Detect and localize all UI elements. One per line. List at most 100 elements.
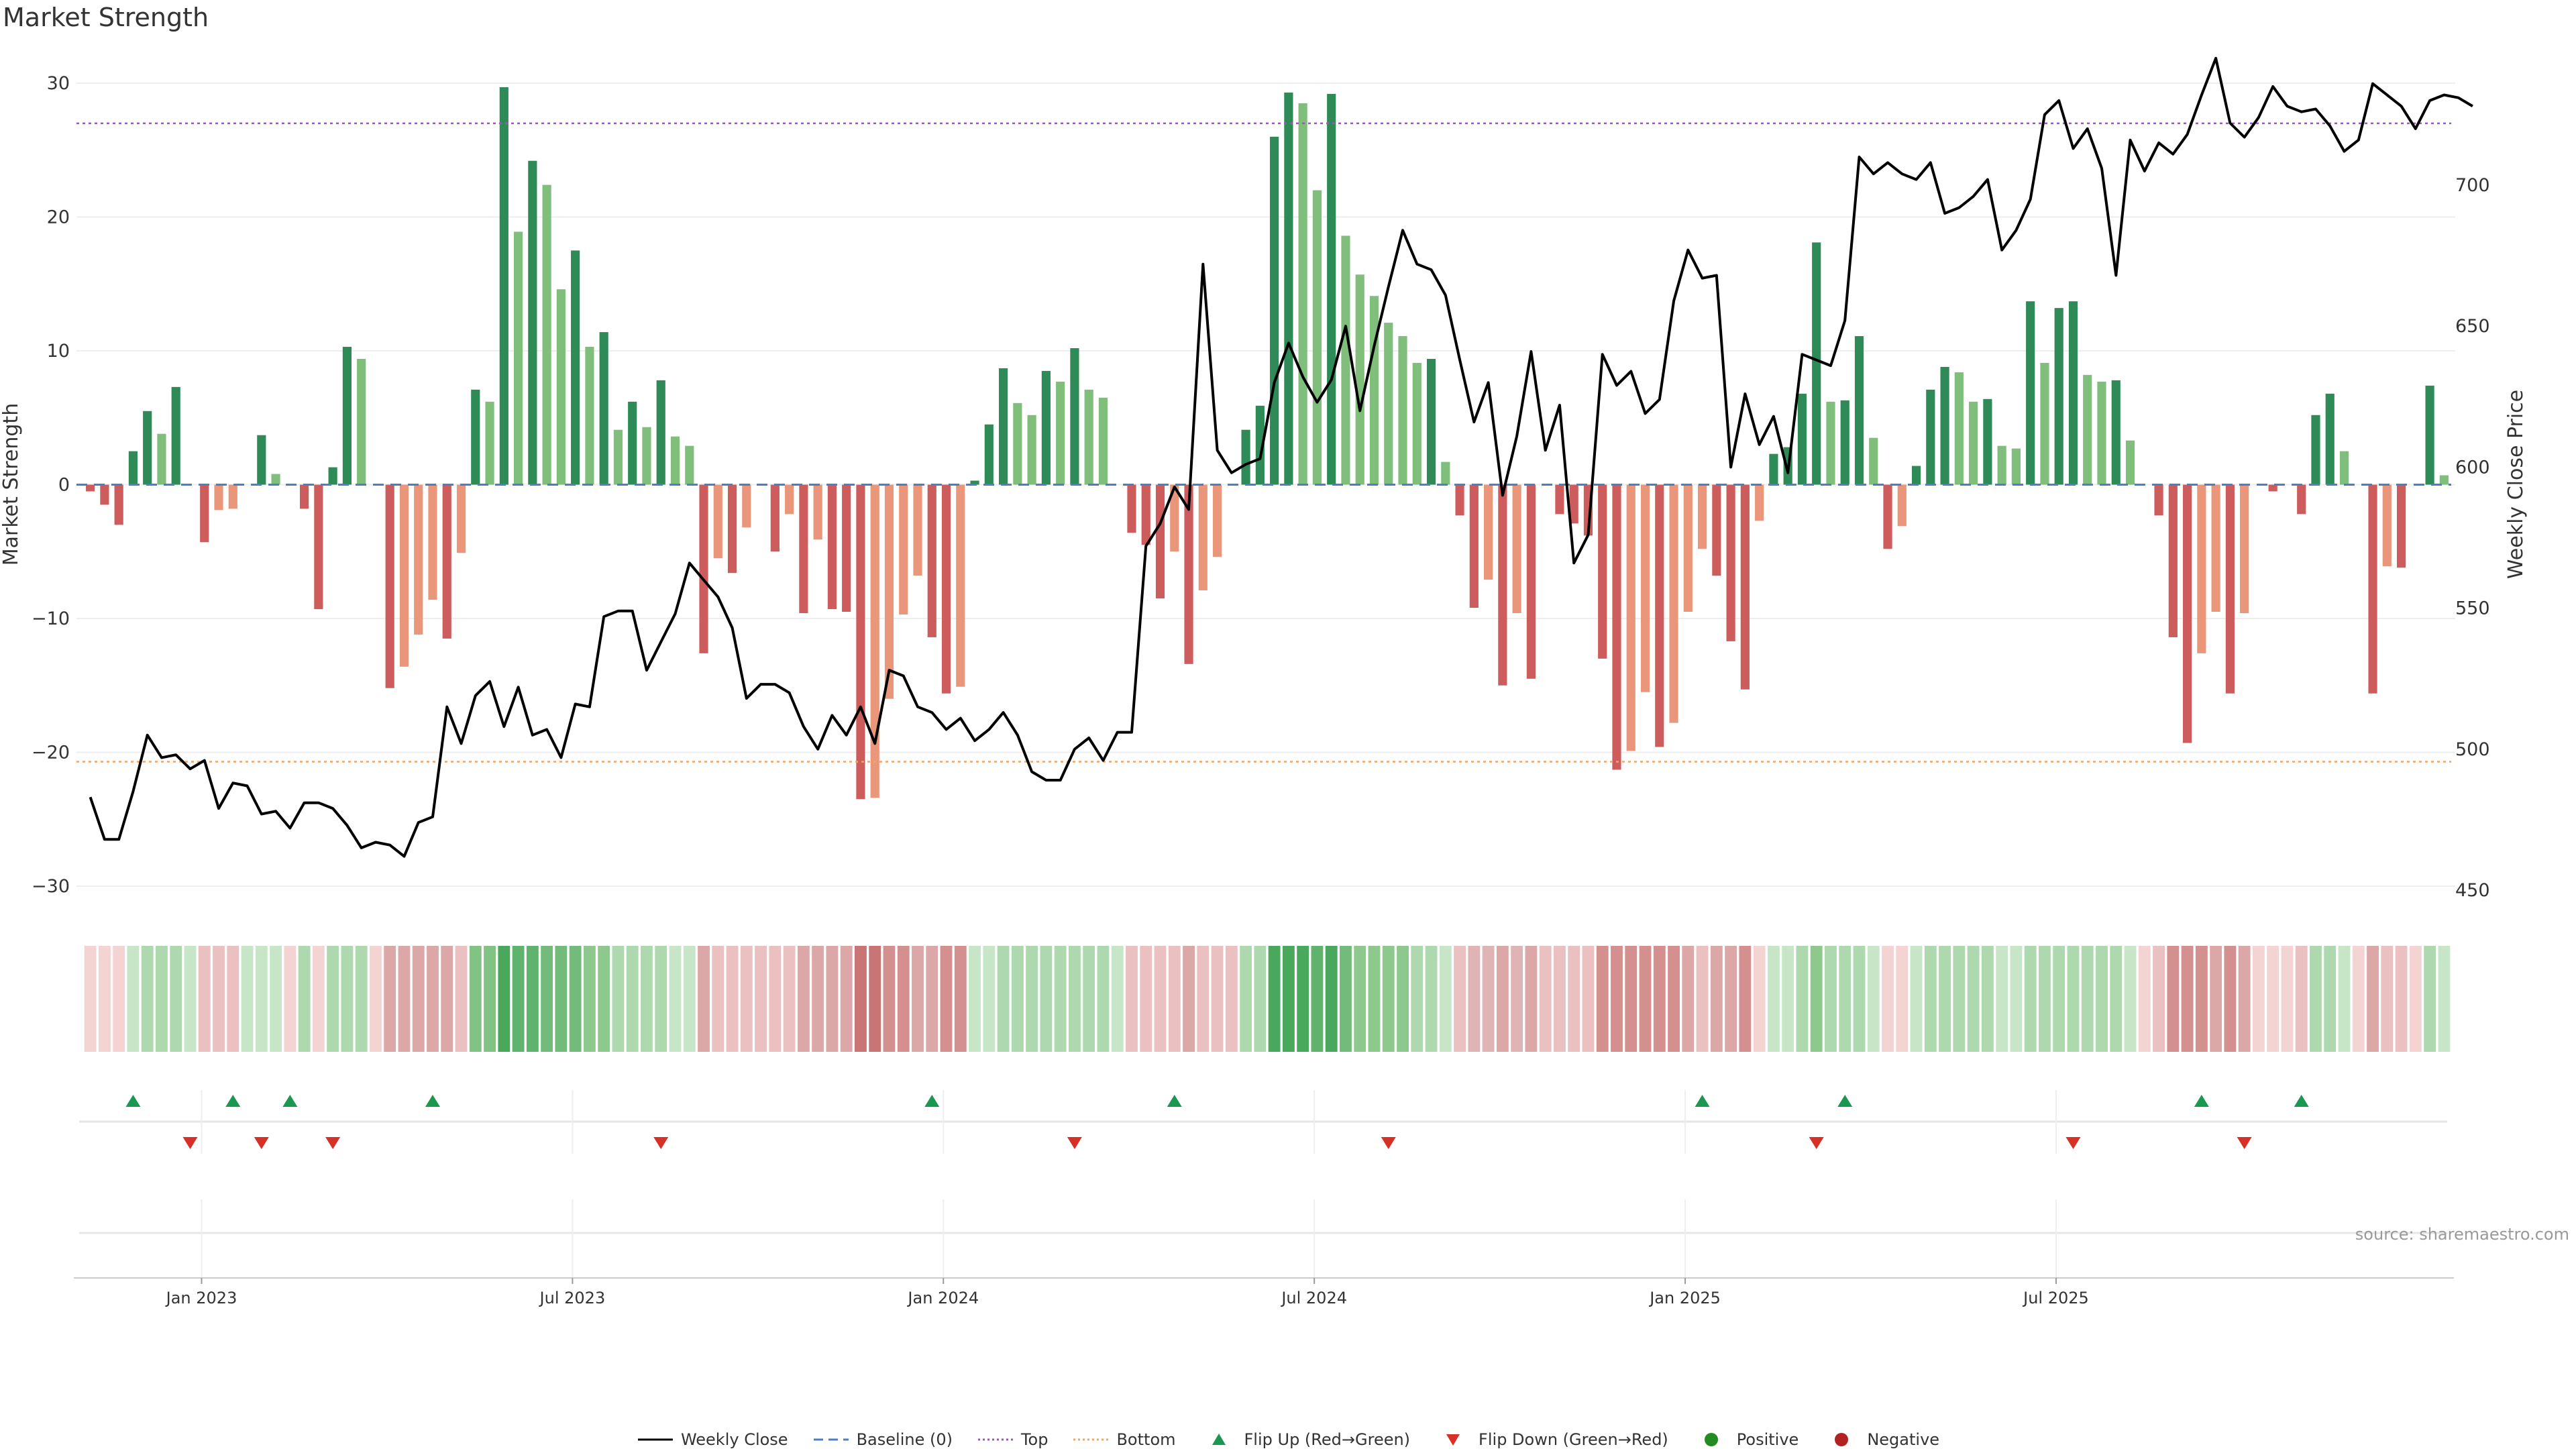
heat-cell [1325, 946, 1338, 1052]
strength-bar [1127, 484, 1136, 533]
strength-bar [827, 484, 837, 610]
legend-item-flip-up: Flip Up (Red→Green) [1200, 1430, 1410, 1449]
strength-bar [2382, 484, 2392, 567]
heat-cell [1953, 946, 1966, 1052]
strength-bar [2240, 484, 2249, 614]
strength-bar [1056, 381, 1065, 485]
legend-item-negative: Negative [1823, 1430, 1939, 1449]
heat-cell [127, 946, 140, 1052]
y2-axis-title: Weekly Close Price [2504, 390, 2528, 579]
heat-cell [1682, 946, 1695, 1052]
heat-cell [1468, 946, 1481, 1052]
heat-cell [327, 946, 339, 1052]
strength-bar [1740, 484, 1750, 690]
x-tick-label: Jul 2025 [2022, 1289, 2089, 1307]
heat-cell [1782, 946, 1794, 1052]
flip-markers [79, 1090, 2447, 1278]
circle-icon [1704, 1433, 1718, 1446]
y2-tick-label: 450 [2455, 880, 2490, 901]
heat-cell [2295, 946, 2308, 1052]
flip-down-marker [325, 1137, 341, 1149]
y2-tick-label: 500 [2455, 739, 2490, 760]
strength-bar [1626, 484, 1635, 751]
strength-bar [927, 484, 936, 637]
heat-cell [1040, 946, 1053, 1052]
heat-cell [1725, 946, 1737, 1052]
heat-cell [98, 946, 111, 1052]
strength-bar [1041, 370, 1051, 485]
triangle-up-icon [1212, 1434, 1226, 1445]
heat-cell [1710, 946, 1723, 1052]
heat-cell [484, 946, 496, 1052]
heat-cell [2195, 946, 2208, 1052]
heat-cell [1810, 946, 1823, 1052]
heat-cell [583, 946, 596, 1052]
heat-cell [726, 946, 739, 1052]
heat-cell [469, 946, 482, 1052]
heat-cell [954, 946, 967, 1052]
strength-bar [1241, 429, 1250, 485]
price-line-group [89, 56, 2473, 858]
strength-bar [642, 427, 651, 485]
legend: Weekly Close Baseline (0) Top Bottom Flip Up… [0, 1426, 2576, 1453]
y-axis-title: Market Strength [0, 403, 23, 566]
heat-cell [1254, 946, 1267, 1052]
heat-cell [740, 946, 753, 1052]
strength-bar [956, 484, 965, 687]
strength-bar [799, 484, 808, 614]
strength-bar [970, 480, 979, 485]
strength-bar [1555, 484, 1564, 515]
strength-bar [813, 484, 822, 540]
strength-bar [613, 429, 623, 485]
strength-bar [1969, 401, 1978, 485]
flip-up-marker [924, 1095, 940, 1107]
heat-cell [769, 946, 782, 1052]
heat-cell [1054, 946, 1067, 1052]
strength-bar [1298, 103, 1307, 485]
strength-bar [1184, 484, 1193, 664]
strength-bar [628, 401, 637, 485]
heat-cell [926, 946, 938, 1052]
strength-bar [599, 332, 608, 485]
dotted-line-icon [977, 1438, 1013, 1441]
heat-cell [2352, 946, 2365, 1052]
strength-bar [1755, 484, 1764, 521]
heat-cell [1439, 946, 1452, 1052]
strength-bar [742, 484, 751, 528]
heat-cell [1397, 946, 1409, 1052]
strength-bar [385, 484, 394, 688]
heat-cell [1539, 946, 1552, 1052]
strength-bar [1526, 484, 1536, 679]
strength-heat-strip [84, 946, 2451, 1052]
heat-cell [2110, 946, 2123, 1052]
heat-cell [1311, 946, 1324, 1052]
strength-bar [1084, 389, 1093, 485]
strength-bar [128, 451, 138, 485]
strength-bar [2026, 301, 2035, 485]
heat-cell [1939, 946, 1951, 1052]
strength-bar [899, 484, 908, 615]
y2-tick-label: 550 [2455, 598, 2490, 619]
strength-bar [984, 424, 994, 485]
strength-bar [1569, 484, 1578, 524]
heat-cell [2224, 946, 2237, 1052]
triangle-down-icon [1446, 1434, 1460, 1446]
legend-label: Weekly Close [680, 1430, 788, 1449]
heat-cell [897, 946, 910, 1052]
flip-up-marker [1695, 1095, 1710, 1107]
strength-bar [913, 484, 922, 576]
heat-cell [2138, 946, 2151, 1052]
heat-cell [512, 946, 525, 1052]
heat-cell [1097, 946, 1110, 1052]
heat-cell [1454, 946, 1466, 1052]
strength-bar [1926, 389, 1935, 485]
axes: 30 20 10 0 −10 −20 −30 700 650 600 550 500 450 Market… [0, 73, 2528, 901]
heat-cell [2281, 946, 2294, 1052]
heat-cell [156, 946, 168, 1052]
strength-bar [713, 484, 722, 559]
dotted-line-icon [1073, 1438, 1109, 1441]
heat-cell [855, 946, 867, 1052]
x-tick-label: Jul 2024 [1280, 1289, 1347, 1307]
strength-bar [357, 358, 366, 485]
